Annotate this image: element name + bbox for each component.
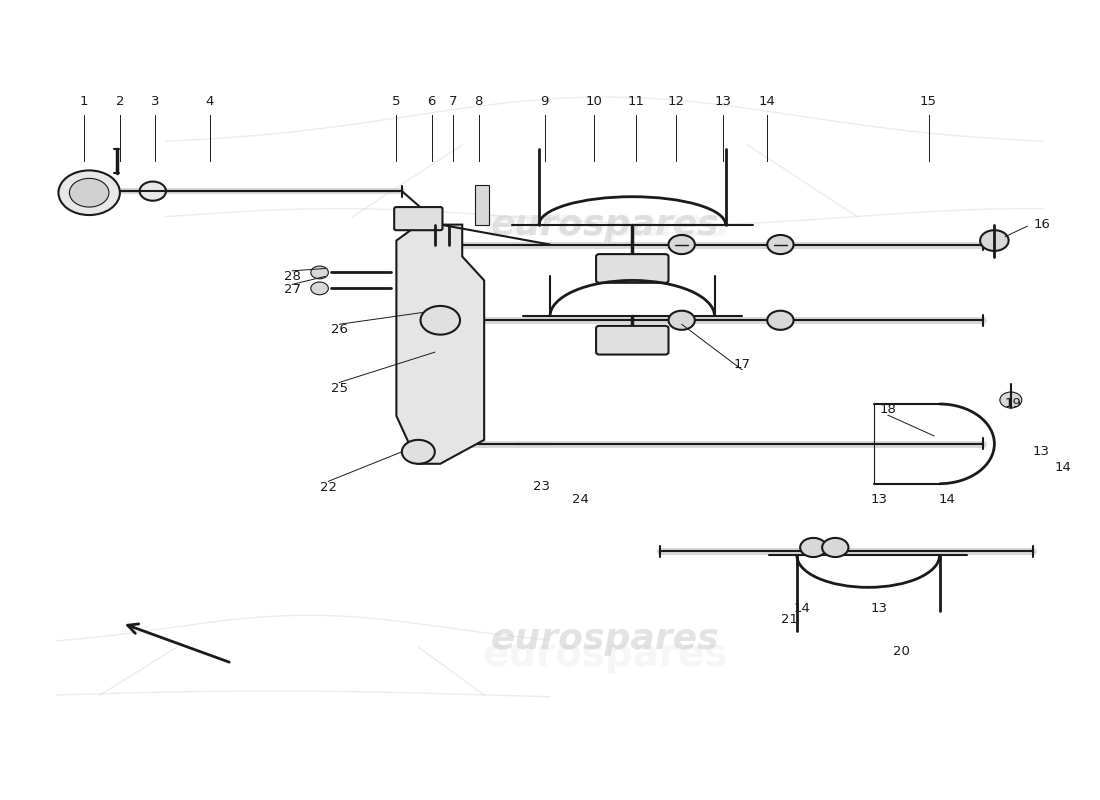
Circle shape [402,440,434,464]
Text: 8: 8 [474,94,483,107]
Circle shape [58,170,120,215]
Circle shape [311,266,329,279]
FancyBboxPatch shape [596,254,669,283]
Text: 9: 9 [540,94,549,107]
Text: 22: 22 [320,481,337,494]
Text: eurospares: eurospares [482,206,727,244]
Text: 21: 21 [781,613,798,626]
Text: eurospares: eurospares [491,622,719,656]
Text: eurospares: eurospares [482,636,727,674]
Circle shape [768,235,793,254]
Text: 14: 14 [794,602,811,615]
Text: 2: 2 [116,94,124,107]
FancyBboxPatch shape [596,326,669,354]
FancyArrowPatch shape [128,624,229,662]
Circle shape [311,282,329,294]
Text: 20: 20 [893,645,910,658]
Circle shape [822,538,848,557]
Text: 13: 13 [1033,446,1050,458]
Circle shape [669,310,695,330]
Text: 17: 17 [734,358,750,370]
Text: 27: 27 [284,283,300,297]
Text: 14: 14 [938,493,956,506]
FancyBboxPatch shape [394,207,442,230]
Text: 18: 18 [880,403,896,416]
Text: 6: 6 [427,94,436,107]
Text: 15: 15 [920,94,937,107]
Circle shape [669,235,695,254]
Text: 13: 13 [871,602,888,615]
Text: 24: 24 [572,493,590,506]
Text: 11: 11 [627,94,645,107]
Text: 4: 4 [206,94,214,107]
Circle shape [69,178,109,207]
Text: 19: 19 [1004,398,1022,410]
Circle shape [140,182,166,201]
Text: 3: 3 [151,94,160,107]
Circle shape [800,538,826,557]
Text: 16: 16 [1033,218,1050,231]
Text: 13: 13 [715,94,732,107]
Text: 7: 7 [449,94,458,107]
Text: 26: 26 [331,323,348,336]
Text: 1: 1 [79,94,88,107]
Text: 23: 23 [532,479,550,493]
Circle shape [768,310,793,330]
Circle shape [1000,392,1022,408]
Text: eurospares: eurospares [491,208,719,242]
Text: 13: 13 [871,493,888,506]
Text: 14: 14 [1055,462,1071,474]
Circle shape [980,230,1009,251]
Text: 12: 12 [668,94,684,107]
Circle shape [420,306,460,334]
Text: 25: 25 [331,382,348,394]
Text: 28: 28 [284,270,300,283]
Text: 10: 10 [585,94,603,107]
Polygon shape [396,225,484,464]
Text: 14: 14 [759,94,775,107]
Text: 5: 5 [392,94,400,107]
Bar [475,185,488,225]
